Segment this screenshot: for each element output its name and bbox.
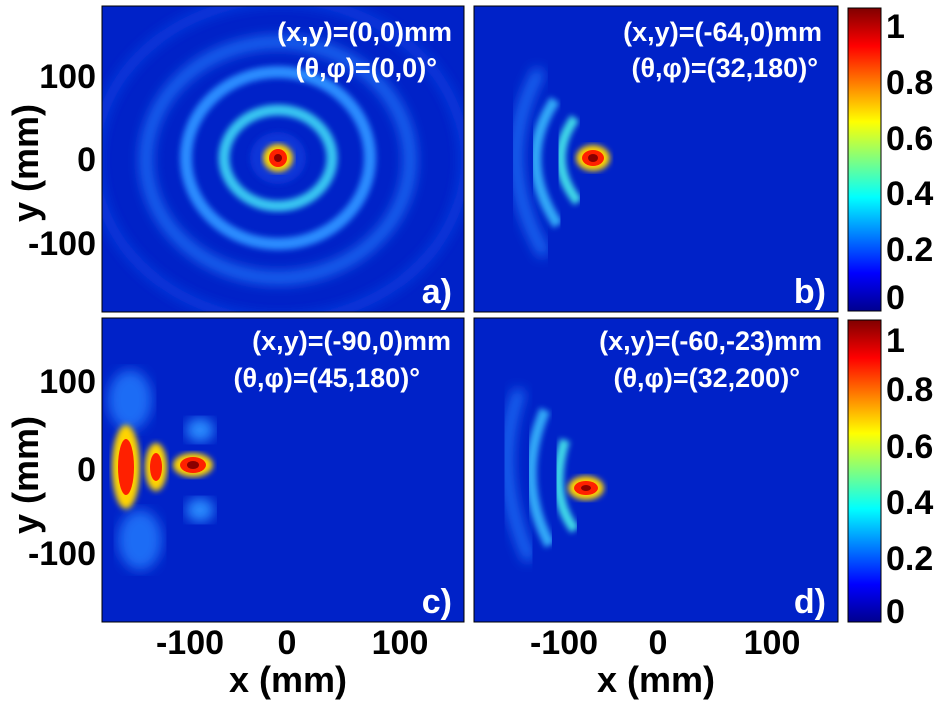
colorbar-top-tick-label-1: 0.2 — [886, 231, 933, 269]
panel-b: (x,y)=(-64,0)mm (θ,φ)=(32,180)° b) — [473, 5, 839, 313]
panel-c-position-annotation: (x,y)=(-90,0)mm — [252, 326, 451, 356]
colorbar-top-tick-label-4: 0.8 — [886, 64, 933, 102]
panel-c-label: c) — [422, 583, 452, 621]
panel-a-frame — [101, 5, 465, 313]
panel-b-background — [474, 6, 838, 312]
colorbar-bottom-tick-label-4: 0.8 — [886, 371, 933, 409]
panel-b-frame — [473, 5, 839, 313]
panel-c: (x,y)=(-90,0)mm (θ,φ)=(45,180)° c) — [101, 317, 465, 623]
panel-b-angle-annotation: (θ,φ)=(32,180)° — [631, 53, 818, 83]
x-axis-label-left: x (mm) — [229, 659, 347, 700]
colorbar-bottom-tick-label-5: 1 — [886, 322, 905, 360]
y-tick-label-top-0: 100 — [39, 58, 96, 96]
colorbar-bottom-tick-label-0: 0 — [886, 593, 905, 631]
panel-b-position-annotation: (x,y)=(-64,0)mm — [623, 17, 822, 47]
panel-d-angle-annotation: (θ,φ)=(32,200)° — [613, 363, 800, 393]
panel-c-frame — [101, 317, 465, 623]
x-tick-label-right-2: 100 — [744, 624, 801, 662]
panel-d: (x,y)=(-60,-23)mm (θ,φ)=(32,200)° d) — [473, 317, 839, 623]
colorbar-bottom-tick-label-3: 0.6 — [886, 428, 933, 466]
y-tick-label-top-1: 0 — [77, 141, 96, 179]
colorbar-bottom — [847, 319, 882, 623]
x-axis-label-right: x (mm) — [597, 659, 715, 700]
y-tick-label-bottom-2: -100 — [28, 535, 96, 573]
panel-a: (x,y)=(0,0)mm (θ,φ)=(0,0)° a) — [101, 5, 465, 313]
y-axis-label-top: y (mm) — [5, 104, 46, 222]
panel-a-angle-annotation: (θ,φ)=(0,0)° — [296, 53, 437, 83]
panel-a-position-annotation: (x,y)=(0,0)mm — [277, 17, 452, 47]
panel-c-intensity-field — [108, 370, 214, 570]
colorbar-top — [847, 7, 882, 312]
colorbar-bottom-tick-label-2: 0.4 — [886, 484, 933, 522]
y-axis-label-bottom: y (mm) — [5, 416, 46, 534]
x-tick-label-left-0: -100 — [156, 624, 224, 662]
panel-d-position-annotation: (x,y)=(-60,-23)mm — [599, 326, 822, 356]
colorbar-top-tick-label-3: 0.6 — [886, 120, 933, 158]
y-tick-label-bottom-0: 100 — [39, 363, 96, 401]
panel-b-intensity-field — [510, 67, 610, 259]
y-tick-label-top-2: -100 — [28, 225, 96, 263]
panel-a-intensity-field — [102, 6, 464, 312]
colorbar-bottom-tick-label-1: 0.2 — [886, 540, 933, 578]
panel-d-label: d) — [794, 583, 826, 621]
panel-d-intensity-field — [501, 387, 604, 563]
panel-c-angle-annotation: (θ,φ)=(45,180)° — [233, 363, 420, 393]
x-tick-label-left-1: 0 — [278, 624, 297, 662]
x-tick-label-right-1: 0 — [649, 624, 668, 662]
panel-a-label: a) — [422, 273, 452, 311]
panel-d-frame — [473, 317, 839, 623]
panel-b-label: b) — [794, 273, 826, 311]
y-tick-label-bottom-1: 0 — [77, 451, 96, 489]
x-tick-label-right-0: -100 — [530, 624, 598, 662]
colorbar-top-tick-label-5: 1 — [886, 8, 905, 46]
colorbar-top-tick-label-0: 0 — [886, 279, 905, 317]
x-tick-label-left-2: 100 — [372, 624, 429, 662]
axis-ticks: -100 -100 0 0 100 100 100 100 0 0 -100 -100 0 0 0.2 0.2… — [28, 8, 933, 662]
colorbar-top-tick-label-2: 0.4 — [886, 175, 933, 213]
